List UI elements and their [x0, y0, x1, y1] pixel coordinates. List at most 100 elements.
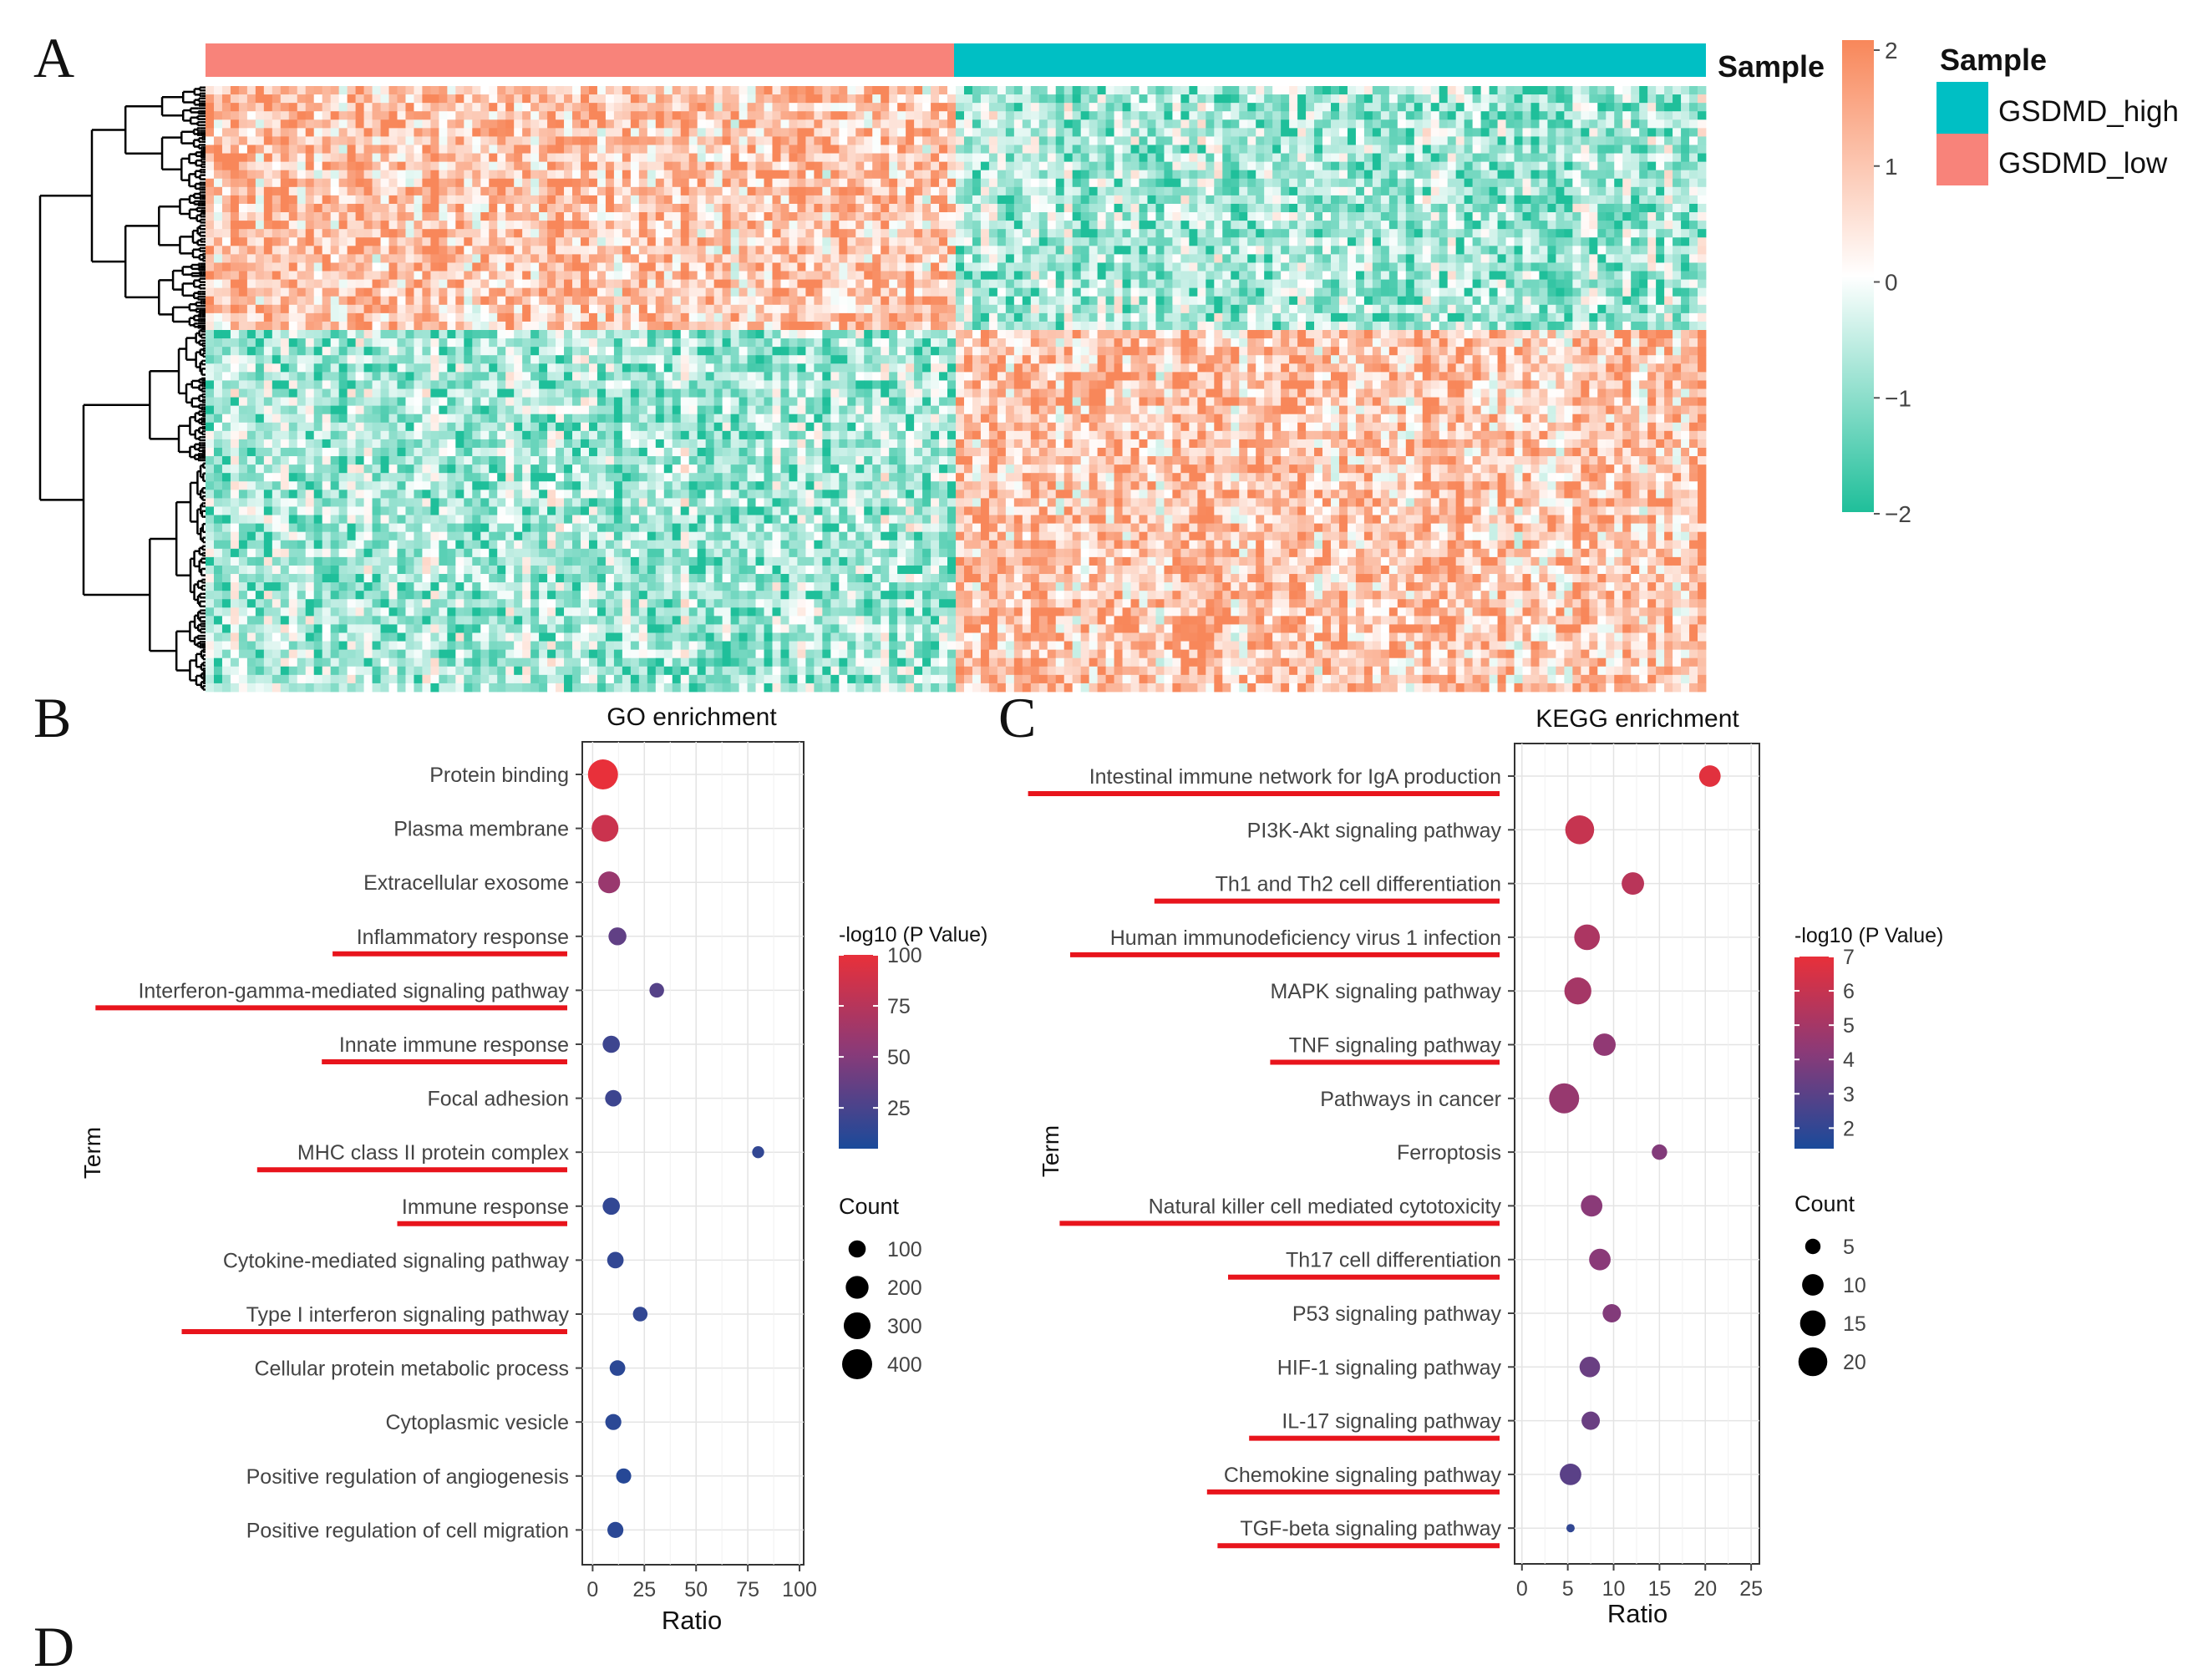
go-point	[649, 983, 664, 998]
kegg-term-label: Chemokine signaling pathway	[1224, 1464, 1502, 1487]
go-term-label: Positive regulation of angiogenesis	[246, 1465, 569, 1489]
go-point	[633, 1307, 648, 1322]
kegg-x-tick-label: 15	[1647, 1577, 1671, 1601]
kegg-term-label: PI3K-Akt signaling pathway	[1247, 819, 1502, 842]
kegg-point	[1699, 765, 1721, 787]
legend-label-high: GSDMD_high	[1998, 95, 2179, 128]
go-colorbar	[839, 955, 878, 1149]
colorbar-tick-label: 0	[1885, 270, 1898, 296]
go-point	[602, 1197, 620, 1215]
kegg-x-axis-label: Ratio	[1607, 1599, 1667, 1628]
go-color-tick-label: 25	[887, 1097, 911, 1120]
go-term-label: Focal adhesion	[427, 1088, 569, 1111]
kegg-term-label: HIF-1 signaling pathway	[1277, 1356, 1502, 1379]
kegg-color-tick-label: 7	[1843, 946, 1855, 969]
kegg-color-tick-label: 2	[1843, 1117, 1855, 1140]
go-x-axis-label: Ratio	[662, 1606, 722, 1635]
kegg-point	[1652, 1145, 1667, 1160]
go-color-tick-label: 100	[887, 944, 922, 967]
go-point	[610, 1360, 626, 1376]
kegg-color-tick-label: 6	[1843, 980, 1855, 1003]
kegg-title: KEGG enrichment	[1536, 705, 1739, 733]
kegg-point	[1565, 977, 1591, 1004]
go-size-legend-dot	[844, 1312, 871, 1339]
kegg-point	[1581, 1412, 1600, 1430]
kegg-term-label: Th1 and Th2 cell differentiation	[1216, 873, 1501, 896]
go-color-tick-label: 75	[887, 995, 911, 1018]
panel-label-d: D	[33, 1614, 74, 1680]
annotation-bar-low	[206, 43, 954, 77]
kegg-term-label: TGF-beta signaling pathway	[1240, 1517, 1501, 1540]
kegg-color-tick-label: 3	[1843, 1083, 1855, 1106]
go-size-legend-title: Count	[839, 1194, 900, 1219]
go-x-tick-label: 25	[632, 1578, 656, 1601]
go-point	[588, 759, 618, 789]
legend-label-low: GSDMD_low	[1998, 147, 2168, 180]
kegg-term-label: Th17 cell differentiation	[1286, 1249, 1501, 1272]
kegg-point	[1566, 1524, 1575, 1532]
go-term-label: Interferon-gamma-mediated signaling path…	[138, 979, 569, 1002]
go-x-tick-label: 0	[586, 1578, 598, 1601]
kegg-x-tick-label: 20	[1693, 1577, 1717, 1601]
kegg-color-legend-title: -log10 (P Value)	[1794, 924, 1943, 947]
go-term-label: Cytoplasmic vesicle	[385, 1411, 569, 1434]
go-color-legend-title: -log10 (P Value)	[839, 923, 987, 947]
kegg-size-tick-label: 10	[1843, 1274, 1866, 1297]
kegg-x-tick-label: 25	[1739, 1577, 1763, 1601]
go-point	[607, 1522, 623, 1538]
kegg-term-label: TNF signaling pathway	[1289, 1034, 1502, 1058]
annotation-bar-high	[954, 43, 1706, 77]
kegg-point	[1622, 872, 1644, 895]
go-point	[608, 927, 626, 945]
go-x-tick-label: 50	[684, 1578, 708, 1601]
row-dendrogram	[40, 88, 206, 690]
kegg-colorbar	[1794, 957, 1834, 1149]
go-plot-area	[582, 742, 804, 1565]
kegg-x-tick-label: 5	[1562, 1577, 1574, 1601]
kegg-x-tick-label: 0	[1516, 1577, 1528, 1601]
go-term-label: Inflammatory response	[357, 926, 569, 949]
heatmap-cells	[206, 86, 1706, 692]
go-term-label: Innate immune response	[339, 1033, 569, 1057]
kegg-point	[1589, 1249, 1611, 1271]
colorbar-tick-label: 2	[1885, 38, 1898, 63]
sample-legend-title: Sample	[1940, 43, 2047, 77]
go-size-legend-dot	[845, 1276, 868, 1298]
go-term-label: MHC class II protein complex	[297, 1141, 570, 1165]
colorbar-tick-label: −2	[1885, 501, 1911, 527]
go-term-label: Positive regulation of cell migration	[246, 1519, 569, 1542]
kegg-point	[1593, 1033, 1616, 1056]
kegg-size-legend-dot	[1805, 1239, 1820, 1254]
kegg-size-legend-title: Count	[1794, 1191, 1855, 1216]
kegg-point	[1566, 815, 1595, 845]
kegg-term-label: P53 signaling pathway	[1292, 1302, 1502, 1326]
go-size-tick-label: 200	[887, 1276, 922, 1300]
go-point	[605, 1090, 622, 1107]
go-color-tick-label: 50	[887, 1046, 911, 1069]
kegg-size-legend-dot	[1799, 1348, 1828, 1377]
go-term-label: Plasma membrane	[393, 818, 569, 841]
go-x-tick-label: 100	[782, 1578, 817, 1601]
kegg-size-tick-label: 15	[1843, 1312, 1866, 1336]
kegg-plot-area	[1515, 744, 1759, 1564]
kegg-point	[1574, 925, 1600, 951]
kegg-point	[1549, 1084, 1579, 1114]
go-point	[752, 1146, 764, 1158]
go-size-tick-label: 100	[887, 1238, 922, 1261]
kegg-term-label: Ferroptosis	[1397, 1141, 1501, 1165]
kegg-x-tick-label: 10	[1602, 1577, 1626, 1601]
kegg-point	[1602, 1304, 1621, 1322]
go-point	[607, 1252, 624, 1269]
kegg-term-label: MAPK signaling pathway	[1270, 980, 1501, 1003]
heatmap-panel: Sample 210−1−2 Sample GSDMD_high GSDMD_l…	[0, 0, 2203, 702]
go-term-label: Extracellular exosome	[363, 871, 569, 895]
kegg-term-label: Natural killer cell mediated cytotoxicit…	[1149, 1195, 1502, 1218]
legend-swatch-low	[1937, 134, 1988, 185]
go-point	[606, 1414, 622, 1430]
go-title: GO enrichment	[607, 703, 777, 731]
go-term-label: Immune response	[402, 1195, 569, 1219]
kegg-term-label: Human immunodeficiency virus 1 infection	[1110, 926, 1501, 950]
go-term-label: Cytokine-mediated signaling pathway	[223, 1249, 570, 1272]
colorbar-tick-label: −1	[1885, 385, 1911, 411]
go-point	[591, 815, 618, 842]
